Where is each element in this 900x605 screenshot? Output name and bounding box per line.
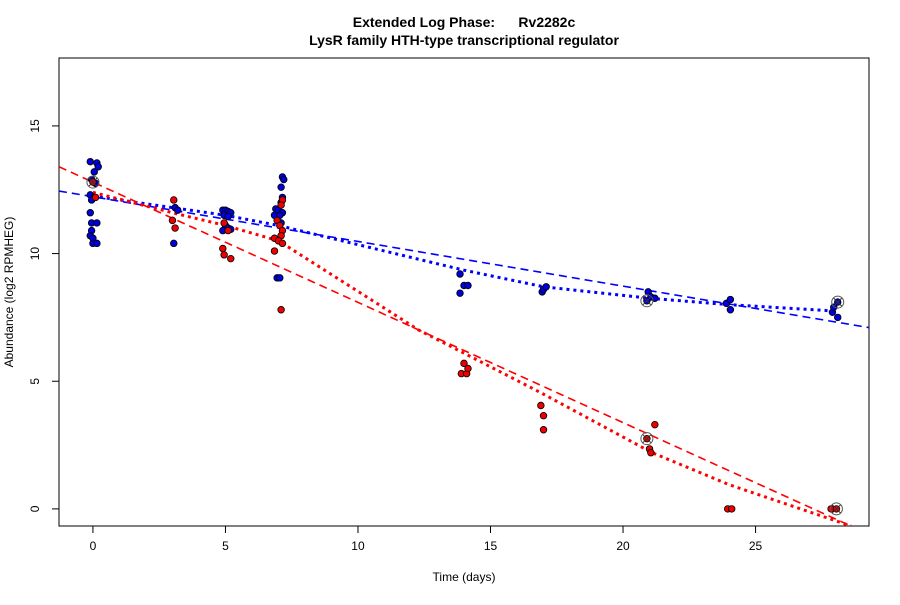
blue-data-point — [280, 175, 288, 184]
highlight-ring — [86, 175, 100, 189]
x-tick-label: 25 — [749, 539, 763, 553]
blue-data-point — [726, 295, 735, 304]
blue-data-point — [464, 281, 472, 290]
blue-data-point — [726, 306, 735, 314]
red-data-point — [171, 224, 179, 232]
y-tick-label: 15 — [28, 119, 42, 133]
red-data-point — [270, 247, 279, 255]
x-tick-label: 15 — [484, 539, 498, 553]
red-dotted-fit-line — [92, 190, 852, 526]
blue-data-point — [456, 289, 464, 297]
red-data-point — [91, 193, 100, 202]
y-axis-label: Abundance (log2 RPMHEG) — [2, 217, 16, 368]
blue-data-point — [456, 270, 464, 278]
red-data-point — [220, 251, 228, 259]
blue-data-point — [86, 157, 94, 166]
chart-title: Extended Log Phase: Rv2282c — [353, 14, 576, 30]
red-data-point — [170, 196, 178, 204]
red-data-point — [277, 306, 285, 314]
red-data-point — [651, 420, 659, 429]
red-data-point — [227, 254, 235, 263]
x-tick-label: 10 — [351, 539, 365, 553]
red-data-point — [278, 239, 287, 248]
red-data-point — [219, 244, 227, 253]
highlight-ring — [829, 502, 843, 516]
blue-data-point — [276, 274, 284, 282]
highlight-ring — [640, 432, 654, 446]
red-data-point — [647, 449, 655, 457]
red-data-point — [728, 505, 736, 513]
red-data-point — [460, 359, 468, 368]
y-tick-label: 5 — [28, 378, 42, 385]
blue-data-point — [834, 313, 842, 322]
blue-data-point — [86, 209, 94, 217]
blue-dotted-fit-line — [92, 194, 836, 313]
highlight-cross — [642, 296, 652, 306]
red-data-point — [277, 201, 285, 209]
blue-data-point — [93, 219, 101, 227]
highlight-cross — [642, 434, 652, 444]
plot-frame — [58, 57, 870, 527]
blue-data-point — [224, 212, 232, 221]
red-data-point — [464, 364, 472, 373]
highlight-ring — [640, 294, 654, 308]
x-axis-label: Time (days) — [433, 570, 496, 584]
highlight-cross — [833, 297, 843, 307]
x-tick-label: 5 — [222, 539, 229, 553]
highlight-cross — [832, 504, 841, 514]
red-data-point — [168, 216, 177, 225]
highlight-cross — [88, 177, 98, 187]
y-tick-label: 10 — [28, 247, 42, 261]
x-tick-label: 20 — [616, 539, 630, 553]
blue-data-point — [174, 206, 182, 214]
red-data-point — [220, 219, 228, 227]
blue-data-point — [170, 239, 178, 248]
red-data-point — [537, 401, 545, 410]
x-tick-label: 0 — [90, 539, 97, 553]
blue-data-point — [90, 168, 98, 176]
red-data-point — [224, 226, 232, 235]
blue-data-point — [542, 283, 550, 291]
highlight-ring — [831, 295, 845, 309]
red-dashed-fit-line — [59, 166, 852, 526]
blue-dashed-fit-line — [59, 190, 869, 329]
red-data-point — [539, 412, 548, 420]
blue-data-point — [94, 163, 102, 171]
red-data-point — [539, 426, 548, 434]
y-tick-label: 0 — [28, 505, 42, 512]
blue-data-point — [93, 239, 101, 248]
blue-data-point — [277, 183, 285, 191]
chart-subtitle: LysR family HTH-type transcriptional reg… — [309, 32, 619, 48]
